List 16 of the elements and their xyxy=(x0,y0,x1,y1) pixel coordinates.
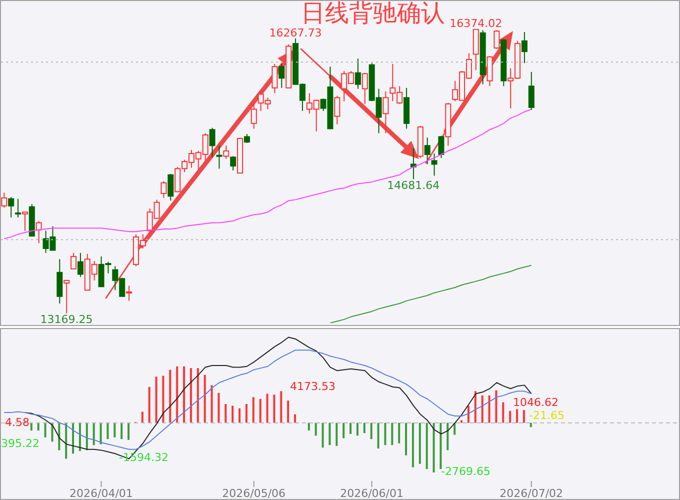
x-tick-label: 2026/04/01 xyxy=(70,486,133,500)
annotation: 4173.53 xyxy=(290,380,336,393)
annotation: -21.65 xyxy=(529,409,564,422)
annotation: 14681.64 xyxy=(387,178,440,192)
annotation: -1594.32 xyxy=(119,451,168,464)
annotation: 13169.25 xyxy=(40,313,93,326)
x-tick-label: 2026/07/02 xyxy=(500,486,564,500)
x-tick-label: 2026/05/06 xyxy=(222,486,286,500)
chart-title: 日线背驰确认 xyxy=(301,0,445,27)
annotation: 1046.62 xyxy=(513,396,558,409)
x-tick-label: 2026/06/01 xyxy=(340,486,404,500)
annotation: -2769.65 xyxy=(441,465,490,478)
annotation: 4.58 xyxy=(5,416,30,429)
annotation: 16267.73 xyxy=(269,26,322,40)
annotation: 16374.02 xyxy=(450,17,502,30)
annotation: 395.22 xyxy=(1,437,40,450)
